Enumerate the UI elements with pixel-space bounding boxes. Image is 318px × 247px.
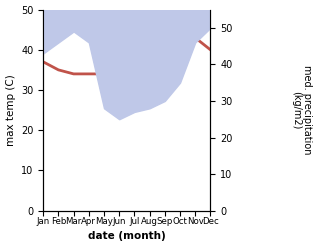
Y-axis label: med. precipitation
(kg/m2): med. precipitation (kg/m2) — [291, 65, 313, 155]
X-axis label: date (month): date (month) — [88, 231, 166, 242]
Y-axis label: max temp (C): max temp (C) — [5, 74, 16, 146]
